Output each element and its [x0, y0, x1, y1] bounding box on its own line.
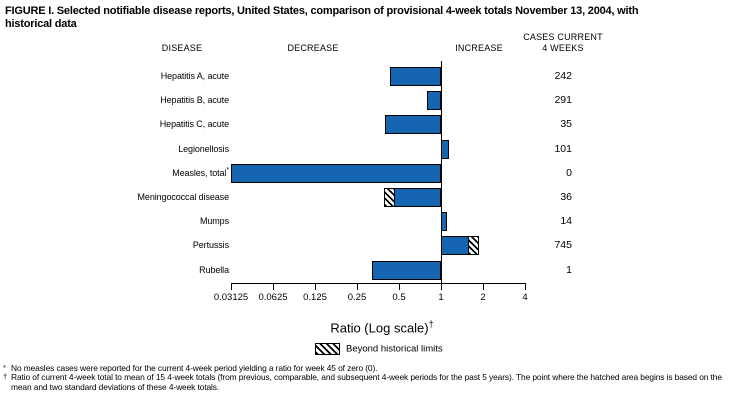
- x-axis-tick-label: 0.0625: [258, 292, 288, 303]
- x-axis-title-text: Ratio (Log scale): [330, 320, 429, 336]
- disease-label-text: Rubella: [199, 265, 229, 275]
- footnote-ratio-text: Ratio of current 4-week total to mean of…: [11, 372, 722, 392]
- footnote-ratio: † Ratio of current 4-week total to mean o…: [3, 371, 732, 392]
- cases-value: 101: [554, 143, 572, 155]
- ratio-bar: [426, 91, 441, 110]
- cases-value: 14: [560, 215, 572, 227]
- cases-value: 35: [560, 118, 572, 130]
- x-axis-tick-label: 2: [480, 292, 486, 303]
- x-axis-tick: [315, 283, 316, 290]
- disease-label-text: Hepatitis C, acute: [159, 119, 229, 129]
- disease-label-text: Hepatitis B, acute: [160, 95, 229, 105]
- cases-value: 745: [554, 239, 572, 251]
- footnotes: * No measles cases were reported for the …: [3, 362, 732, 392]
- cases-value: 242: [554, 70, 572, 82]
- ratio-bar: [385, 115, 441, 134]
- disease-label: Legionellosis: [0, 140, 229, 159]
- x-axis-tick: [273, 283, 274, 290]
- x-axis-tick-label: 0.03125: [213, 292, 249, 303]
- disease-label: Hepatitis A, acute: [0, 67, 229, 86]
- cases-value: 0: [566, 167, 572, 179]
- footnote-measles: * No measles cases were reported for the …: [3, 362, 732, 373]
- disease-label: Measles, total*: [0, 164, 229, 183]
- x-axis-tick-label: 0.5: [392, 292, 406, 303]
- disease-label-text: Meningococcal disease: [137, 192, 230, 202]
- x-axis-tick: [399, 283, 400, 290]
- figure-title-line2: historical data: [5, 18, 77, 30]
- disease-label-footnote-marker: *: [226, 167, 229, 174]
- disease-label: Rubella: [0, 261, 229, 280]
- x-axis-title-dagger: †: [428, 319, 434, 329]
- column-header-cases: CASES CURRENT 4 WEEKS: [523, 32, 603, 54]
- disease-label: Hepatitis B, acute: [0, 91, 229, 110]
- figure-title: FIGURE I. Selected notifiable disease re…: [5, 5, 733, 31]
- footnote-measles-text: No measles cases were reported for the c…: [11, 363, 378, 373]
- column-header-decrease: DECREASE: [287, 43, 339, 53]
- footnote-measles-marker: *: [3, 362, 6, 372]
- legend-label: Beyond historical limits: [346, 343, 443, 355]
- x-axis-tick: [441, 283, 442, 290]
- column-header-increase: INCREASE: [455, 43, 503, 53]
- x-axis-tick-label: 0.125: [303, 292, 327, 303]
- figure-title-line1: FIGURE I. Selected notifiable disease re…: [5, 5, 639, 17]
- x-axis-title: Ratio (Log scale)†: [330, 319, 433, 335]
- cases-value: 36: [560, 191, 572, 203]
- x-axis-tick-label: 4: [522, 292, 528, 303]
- disease-label: Pertussis: [0, 236, 229, 255]
- ratio-bar: [371, 261, 441, 280]
- x-axis-tick: [483, 283, 484, 290]
- disease-label: Hepatitis C, acute: [0, 115, 229, 134]
- disease-label-text: Hepatitis A, acute: [160, 71, 229, 81]
- x-axis-tick: [357, 283, 358, 290]
- column-header-cases-line2: 4 WEEKS: [542, 42, 584, 53]
- footnote-ratio-marker: †: [3, 371, 8, 381]
- x-axis-tick-label: 0.25: [347, 292, 367, 303]
- ratio-bar: [231, 164, 441, 183]
- cases-value: 1: [566, 264, 572, 276]
- disease-label-text: Pertussis: [192, 240, 229, 250]
- x-axis-tick-label: 1: [438, 292, 444, 303]
- beyond-limit-hatch: [467, 236, 479, 255]
- disease-label-text: Mumps: [199, 216, 229, 226]
- ratio-bar: [441, 140, 449, 159]
- x-axis-tick: [525, 283, 526, 290]
- legend: Beyond historical limits: [315, 340, 443, 358]
- disease-label-text: Legionellosis: [178, 144, 229, 154]
- x-axis-line: [231, 283, 526, 284]
- disease-label: Meningococcal disease: [0, 188, 230, 207]
- x-axis-tick: [231, 283, 232, 290]
- cases-value: 291: [554, 94, 572, 106]
- disease-label: Mumps: [0, 212, 229, 231]
- column-header-disease: DISEASE: [161, 43, 203, 53]
- ratio-bar: [389, 67, 441, 86]
- column-header-cases-line1: CASES CURRENT: [523, 31, 603, 42]
- beyond-limit-hatch: [383, 188, 396, 207]
- ratio-bar: [441, 212, 447, 231]
- disease-label-text: Measles, total: [172, 168, 227, 178]
- hatch-swatch-icon: [315, 342, 340, 355]
- baseline-ratio-1: [441, 61, 442, 283]
